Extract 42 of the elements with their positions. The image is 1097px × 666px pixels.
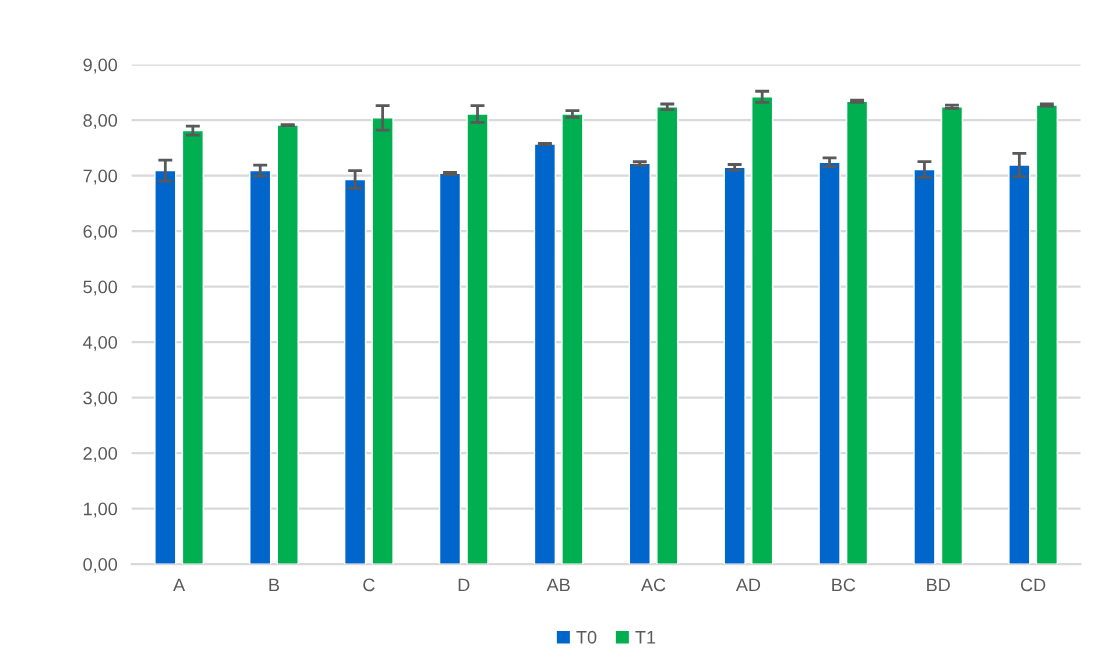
y-tick-label: 6,00	[83, 225, 118, 240]
x-tick-label: CD	[1020, 578, 1046, 592]
y-tick-label: 8,00	[83, 114, 118, 129]
x-tick-label: A	[173, 578, 186, 592]
x-tick-label: BD	[927, 578, 950, 592]
bar	[533, 143, 557, 565]
bar	[656, 106, 679, 565]
bar	[249, 169, 272, 565]
bar	[628, 162, 651, 565]
y-tick-label: 2,00	[83, 447, 118, 462]
bar	[371, 117, 394, 565]
bar	[276, 124, 299, 565]
bar	[561, 113, 584, 565]
bar	[845, 100, 869, 565]
legend-label: T1	[635, 631, 656, 644]
y-tick-label: 0,00	[83, 558, 118, 573]
x-tick-label: AB	[546, 578, 570, 592]
y-tick-label: 3,00	[83, 391, 118, 407]
bar	[466, 113, 489, 565]
x-tick-label: C	[363, 578, 375, 592]
legend-label: T0	[576, 630, 597, 644]
y-tick-label: 7,00	[83, 169, 118, 185]
bar	[1035, 104, 1058, 565]
bar	[181, 129, 204, 565]
bar	[723, 166, 746, 565]
x-tick-label: AC	[641, 578, 666, 592]
bar	[751, 96, 774, 565]
bar	[913, 168, 936, 565]
x-tick-label: BC	[832, 578, 856, 592]
x-tick-label: B	[269, 578, 280, 592]
y-tick-label: 4,00	[83, 336, 118, 351]
bar	[818, 161, 841, 565]
x-tick-label: D	[458, 578, 470, 592]
y-tick-label: 1,00	[83, 502, 118, 518]
y-tick-label: 5,00	[83, 280, 118, 296]
bar	[1008, 164, 1031, 565]
x-tick-label: AD	[735, 578, 761, 592]
bar	[940, 106, 964, 565]
bar	[154, 169, 177, 565]
bar	[343, 178, 367, 565]
bar	[438, 172, 462, 565]
y-tick-label: 9,00	[83, 58, 118, 74]
